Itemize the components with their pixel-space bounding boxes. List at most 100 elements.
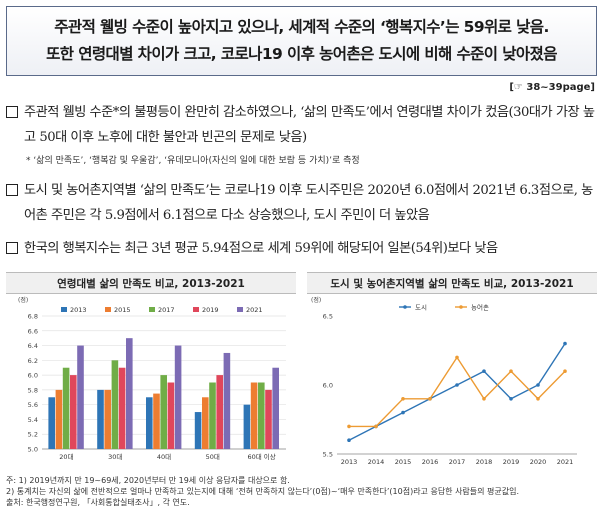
x-tick-label: 2014: [368, 458, 385, 466]
bar: [77, 345, 84, 449]
y-tick-label: 5.8: [28, 386, 38, 394]
legend-label: 2015: [114, 306, 131, 314]
bar: [62, 367, 70, 449]
data-point: [428, 397, 432, 401]
data-point: [536, 383, 540, 387]
note-line: 주: 1) 2019년까지 만 19~69세, 2020년부터 만 19세 이상…: [6, 476, 290, 485]
bullet-text: 한국의 행복지수는 최근 3년 평균 5.94점으로 세계 59위에 해당되어 …: [24, 241, 498, 256]
data-point: [347, 438, 351, 442]
bullet-item: 주관적 웰빙 수준*의 불평등이 완만히 감소하였으나, ‘삶의 만족도’에서 …: [6, 100, 598, 150]
bar: [250, 382, 258, 449]
bar: [153, 393, 160, 449]
series-line: [349, 356, 566, 428]
bar: [209, 382, 216, 449]
bar: [223, 352, 231, 449]
x-tick-label: 2017: [449, 458, 466, 466]
region-line-chart: (점) 5.5 6.0 6.5 도시 농어촌 2013 2014 2015 2016 2017 201…: [311, 297, 577, 466]
y-tick-label: 6.8: [28, 313, 38, 321]
y-tick-label: 6.2: [28, 357, 38, 365]
chart-title: 연령대별 삶의 만족도 비교, 2013-2021: [6, 272, 296, 294]
y-tick-label: 5.5: [323, 451, 333, 459]
bar: [258, 382, 265, 449]
y-unit-label: (점): [311, 297, 321, 304]
y-unit-label: (점): [18, 297, 28, 304]
bar: [194, 412, 202, 449]
data-point: [563, 369, 567, 373]
y-tick-label: 6.6: [28, 327, 38, 335]
legend-label: 2013: [70, 306, 87, 314]
bullet-text: 주관적 웰빙 수준*의 불평등이 완만히 감소하였으나, ‘삶의 만족도’에서 …: [24, 105, 595, 145]
chart-title: 도시 및 농어촌지역별 삶의 만족도 비교, 2013-2021: [307, 272, 597, 294]
legend-swatch: [237, 307, 243, 312]
data-point: [509, 397, 513, 401]
data-point: [482, 369, 486, 373]
y-tick-label: 6.4: [28, 342, 38, 350]
bar: [174, 345, 182, 449]
bar: [272, 367, 279, 449]
y-tick-label: 6.5: [323, 313, 333, 321]
y-tick-label: 5.2: [28, 431, 38, 439]
legend-marker: [459, 305, 463, 309]
data-point: [374, 424, 378, 429]
data-point: [401, 397, 405, 401]
bar: [167, 382, 175, 449]
square-bullet-icon: [6, 106, 18, 118]
legend-swatch: [149, 307, 155, 312]
bar: [146, 397, 153, 449]
bar: [216, 375, 223, 449]
legend-swatch: [105, 307, 111, 312]
bar: [104, 389, 111, 449]
bar: [243, 404, 251, 449]
x-tick-label: 60대 이상: [247, 452, 275, 461]
x-tick-label: 2016: [422, 458, 439, 466]
data-point: [347, 424, 351, 429]
y-tick-label: 5.0: [28, 446, 38, 454]
data-point: [536, 397, 540, 401]
age-bar-chart: (점) 5.0 5.2 5.4 5.6 5.8 6.0 6.2 6.4 6.6 6.8 2013 201…: [18, 297, 286, 461]
square-bullet-icon: [6, 184, 18, 196]
x-tick-label: 2018: [476, 458, 493, 466]
data-point: [482, 397, 486, 401]
bar: [97, 389, 104, 449]
x-tick-label: 2020: [530, 458, 547, 466]
header-line-2: 또한 연령대별 차이가 크고, 코로나19 이후 농어촌은 도시에 비해 수준이…: [46, 45, 557, 63]
x-tick-label: 40대: [157, 453, 171, 461]
note-line: 2) 통계치는 자신의 삶에 전반적으로 얼마나 만족하고 있는지에 대해 ‘전…: [6, 487, 520, 496]
page-reference[interactable]: [☞ 38~39page]: [509, 82, 595, 93]
x-tick-label: 2019: [503, 458, 520, 466]
x-tick-label: 2013: [341, 458, 358, 466]
header-line-1: 주관적 웰빙 수준이 높아지고 있으나, 세계적 수준의 ‘행복지수’는 59위…: [54, 18, 549, 36]
data-point: [563, 341, 567, 346]
legend-marker: [403, 305, 407, 309]
note-line: 출처: 한국행정연구원, 「사회통합실태조사」, 각 연도.: [6, 498, 190, 507]
x-tick-label: 30대: [108, 453, 122, 461]
y-tick-label: 6.0: [28, 372, 38, 380]
bar: [118, 367, 126, 449]
summary-header: 주관적 웰빙 수준이 높아지고 있으나, 세계적 수준의 ‘행복지수’는 59위…: [6, 6, 597, 76]
bar: [48, 397, 55, 449]
x-tick-label: 2021: [557, 458, 574, 466]
y-tick-label: 5.4: [28, 416, 38, 424]
bullet-item: 한국의 행복지수는 최근 3년 평균 5.94점으로 세계 59위에 해당되어 …: [6, 236, 598, 261]
source-notes: 주: 1) 2019년까지 만 19~69세, 2020년부터 만 19세 이상…: [6, 475, 519, 508]
y-tick-label: 6.0: [323, 382, 333, 390]
age-bar-chart-panel: 연령대별 삶의 만족도 비교, 2013-2021 (점) 5.0 5.2 5.4 5.…: [6, 272, 296, 469]
bar: [111, 360, 119, 449]
region-line-chart-panel: 도시 및 농어촌지역별 삶의 만족도 비교, 2013-2021 (점) 5.5 6…: [307, 272, 597, 469]
bar: [265, 389, 272, 449]
bullet-text: 도시 및 농어촌지역별 ‘삶의 만족도’는 코로나19 이후 도시주민은 202…: [24, 183, 593, 223]
data-point: [401, 410, 405, 415]
bullet-footnote: * ‘삶의 만족도’, ‘행복감 및 우울감’, ‘유데모니아(자신의 일에 대…: [26, 156, 360, 166]
x-tick-label: 20대: [59, 453, 73, 461]
square-bullet-icon: [6, 242, 18, 254]
legend-label: 2017: [158, 306, 175, 314]
bar: [202, 397, 209, 449]
bar: [160, 375, 167, 449]
x-tick-label: 50대: [206, 453, 220, 461]
y-tick-label: 5.6: [28, 401, 38, 409]
bullet-item: 도시 및 농어촌지역별 ‘삶의 만족도’는 코로나19 이후 도시주민은 202…: [6, 178, 598, 228]
bar: [55, 389, 63, 449]
legend-label: 2019: [202, 306, 219, 314]
data-point: [455, 383, 459, 387]
legend-label: 2021: [246, 306, 263, 314]
